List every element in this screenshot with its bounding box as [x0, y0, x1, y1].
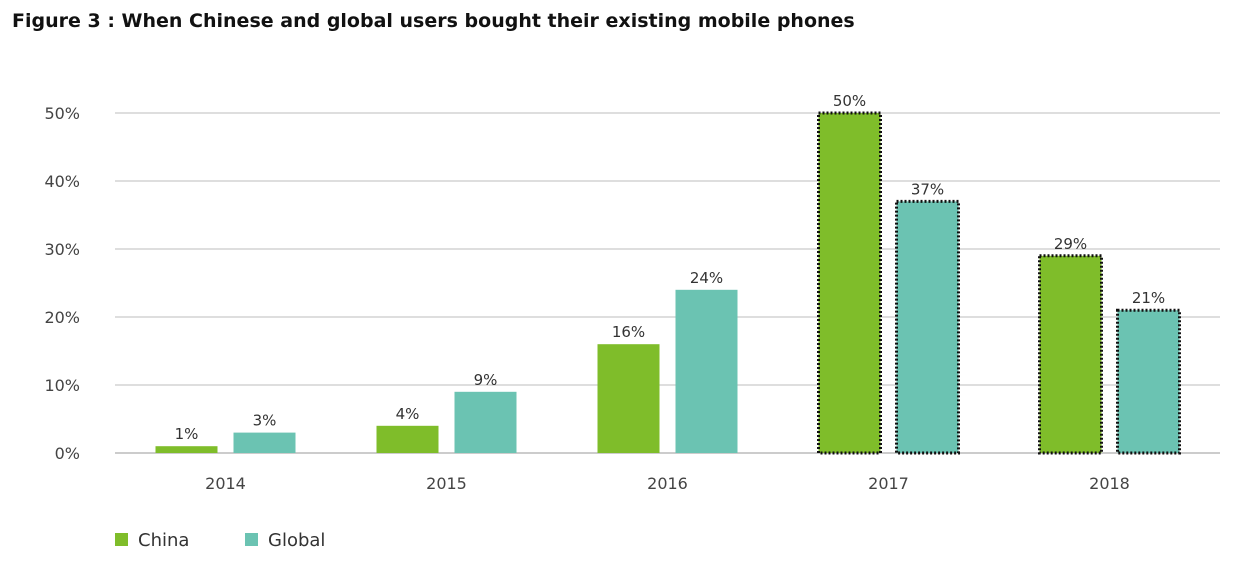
- bar-china-2014: [155, 446, 218, 453]
- bar-global-2017: [895, 199, 960, 455]
- bar-china-2016: [597, 344, 660, 453]
- legend-label-china: China: [138, 530, 189, 551]
- y-tick-label: 10%: [44, 376, 80, 395]
- x-tick-label-2018: 2018: [1089, 474, 1130, 493]
- data-label-global-2016: 24%: [690, 269, 723, 287]
- gridlines: [115, 112, 1220, 454]
- data-label-global-2017: 37%: [911, 180, 944, 198]
- data-label-china-2018: 29%: [1054, 235, 1087, 253]
- bar-china-2015: [376, 425, 439, 453]
- data-label-global-2015: 9%: [474, 371, 498, 389]
- x-axis-tick-labels: 2014 2015 2016 2017 2018: [205, 474, 1130, 493]
- y-tick-label: 40%: [44, 172, 80, 191]
- data-label-global-2018: 21%: [1132, 289, 1165, 307]
- x-tick-label-2017: 2017: [868, 474, 909, 493]
- data-label-china-2014: 1%: [175, 425, 199, 443]
- bars: 1% 3% 4% 9% 16% 24% 50% 37% 29% 21%: [155, 92, 1181, 455]
- data-label-china-2015: 4%: [396, 405, 420, 423]
- chart-title: Figure 3 : When Chinese and global users…: [12, 10, 855, 32]
- x-tick-label-2016: 2016: [647, 474, 688, 493]
- bar-china-2018: [1038, 254, 1103, 455]
- bar-global-2016: [675, 289, 738, 453]
- bar-global-2014: [233, 432, 296, 453]
- y-axis-tick-labels: 0% 10% 20% 30% 40% 50%: [44, 104, 80, 463]
- legend-swatch-global: [245, 533, 258, 546]
- x-tick-label-2015: 2015: [426, 474, 467, 493]
- bar-global-2015: [454, 391, 517, 453]
- bar-china-2017: [817, 111, 882, 455]
- x-tick-label-2014: 2014: [205, 474, 246, 493]
- bar-global-2018: [1116, 308, 1181, 455]
- y-tick-label: 0%: [55, 444, 80, 463]
- y-tick-label: 30%: [44, 240, 80, 259]
- data-label-china-2016: 16%: [612, 323, 645, 341]
- y-tick-label: 20%: [44, 308, 80, 327]
- legend-label-global: Global: [268, 530, 325, 551]
- y-tick-label: 50%: [44, 104, 80, 123]
- data-label-global-2014: 3%: [253, 412, 277, 430]
- data-label-china-2017: 50%: [833, 92, 866, 110]
- legend-swatch-china: [115, 533, 128, 546]
- legend: China Global: [115, 530, 325, 551]
